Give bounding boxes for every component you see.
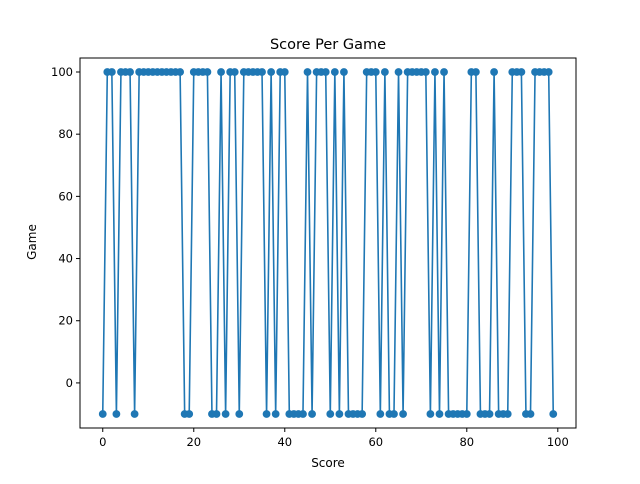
data-point	[280, 68, 289, 76]
data-point	[376, 410, 385, 418]
data-point	[230, 68, 239, 76]
x-axis-ticks: 0 20 40 60 80 100	[99, 428, 569, 449]
data-point	[299, 410, 307, 418]
data-point	[267, 68, 276, 76]
y-tick-label: 0	[66, 376, 73, 390]
data-point	[212, 410, 221, 418]
data-point	[321, 68, 330, 76]
data-point	[330, 68, 339, 76]
data-point	[176, 68, 185, 76]
x-tick-label: 60	[368, 435, 383, 449]
data-point	[371, 68, 380, 76]
data-point	[185, 410, 194, 418]
x-tick-label: 0	[99, 435, 106, 449]
data-point	[258, 68, 266, 76]
x-tick-label: 20	[186, 435, 201, 449]
data-point	[526, 410, 535, 418]
data-point	[308, 410, 316, 418]
data-point	[435, 410, 444, 418]
chart-title: Score Per Game	[270, 37, 386, 53]
x-tick-label: 40	[277, 435, 292, 449]
data-point	[485, 410, 494, 418]
y-tick-label: 40	[58, 252, 73, 266]
x-tick-label: 80	[459, 435, 474, 449]
y-tick-label: 60	[58, 189, 73, 203]
data-point	[203, 68, 212, 76]
data-point	[503, 410, 512, 418]
data-point	[517, 68, 526, 76]
data-point	[107, 68, 116, 76]
data-point	[490, 68, 498, 76]
axes-frame	[79, 57, 577, 429]
data-point	[221, 410, 230, 418]
data-point	[399, 410, 407, 418]
data-point	[440, 68, 448, 76]
plot-area	[98, 68, 558, 418]
data-point	[340, 68, 348, 76]
data-point	[426, 410, 435, 418]
data-point	[549, 410, 558, 418]
y-axis-ticks: 0 20 40 60 80 100	[51, 65, 80, 390]
data-point	[217, 68, 225, 76]
data-point	[271, 410, 280, 418]
data-point	[112, 410, 121, 418]
data-point	[98, 410, 107, 418]
y-axis-label: Game	[25, 224, 39, 260]
data-point	[262, 410, 271, 418]
x-axis-label: Score	[311, 456, 345, 470]
data-point	[380, 68, 389, 76]
x-tick-label: 100	[547, 435, 569, 449]
data-point	[394, 68, 403, 76]
data-point	[130, 410, 139, 418]
data-point	[421, 68, 430, 76]
data-point	[235, 410, 244, 418]
data-point	[126, 68, 134, 76]
y-tick-label: 100	[51, 65, 73, 79]
data-point	[335, 410, 344, 418]
data-point	[358, 410, 367, 418]
data-point	[462, 410, 471, 418]
data-point	[544, 68, 553, 76]
data-point	[431, 68, 439, 76]
data-point	[390, 410, 398, 418]
y-tick-label: 20	[58, 314, 73, 328]
data-point	[471, 68, 480, 76]
y-tick-label: 80	[58, 127, 73, 141]
data-point	[326, 410, 335, 418]
data-point	[303, 68, 312, 76]
